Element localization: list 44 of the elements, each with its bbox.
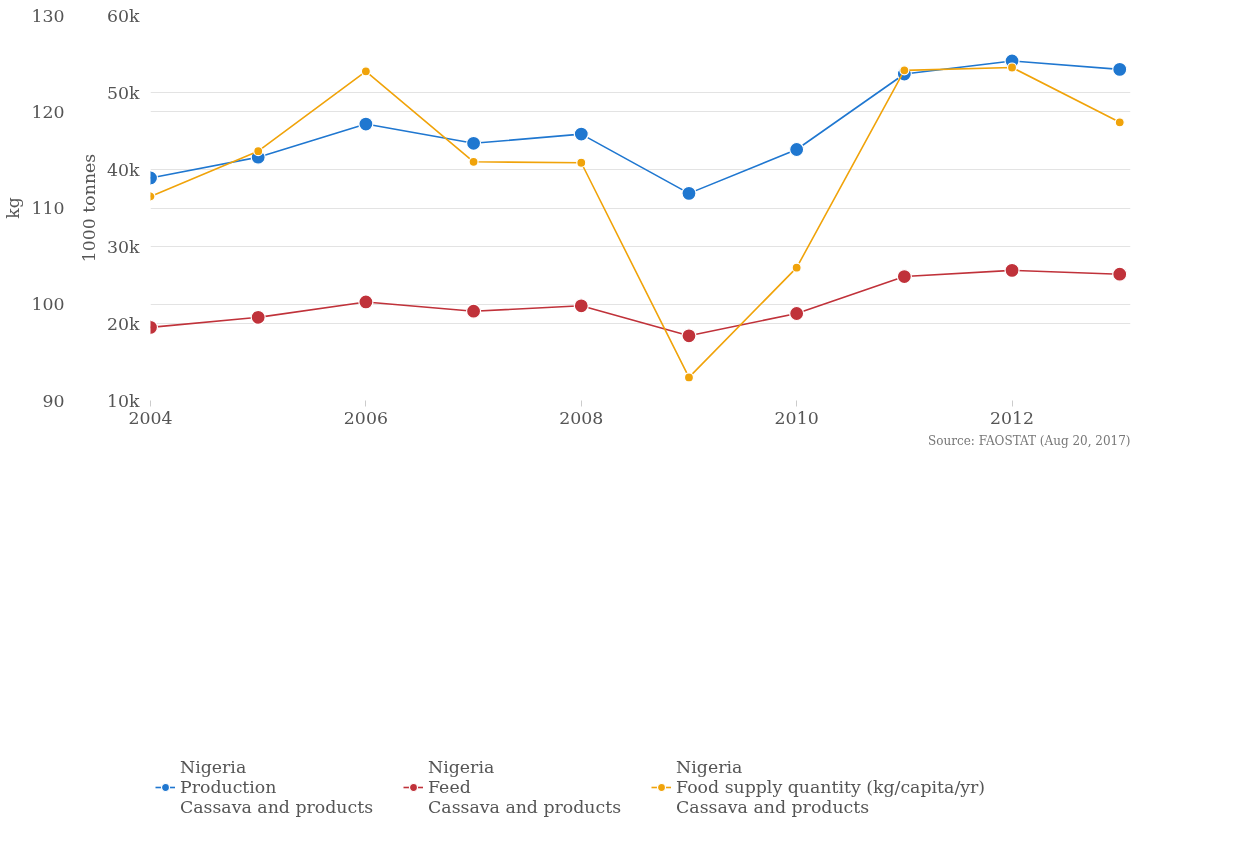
point [899,65,910,76]
point [360,66,371,77]
x-tick-label: 2008 [559,407,604,428]
legend-label: Nigeria Food supply quantity (kg/capita/yr) Cassava and products [676,757,986,817]
point [1112,61,1128,77]
x-tick-label: 2006 [343,407,388,428]
y2-axis-title: kg [3,197,24,219]
point [896,268,912,285]
point [1112,266,1128,282]
point [791,262,802,273]
point [1004,262,1020,278]
y2-tick-label: 90 [42,390,65,411]
y2-tick-label: 110 [31,198,65,218]
point [358,116,374,132]
y2-tick-label: 100 [31,294,65,315]
point [253,146,264,157]
point [1114,117,1125,128]
y2-tick-label: 130 [31,5,65,26]
point [250,309,266,325]
y-axis-title: 1000 tonnes [78,153,99,263]
y-tick-label: 50k [106,82,140,103]
point [789,305,805,322]
point [681,328,697,344]
point [573,126,589,142]
point [789,141,805,158]
point [468,156,479,167]
point [576,157,587,168]
point [573,298,589,314]
x-tick-label: 2012 [989,407,1035,428]
y-tick-label: 20k [106,313,140,334]
point [681,185,697,201]
y-tick-label: 30k [106,236,140,257]
y-tick-label: 60k [106,5,140,26]
y2-tick-label: 120 [31,101,65,122]
legend-label: Nigeria Production Cassava and products [180,757,374,817]
source-note: Source: FAOSTAT (Aug 20, 2017) [928,433,1131,448]
x-tick-label: 2010 [774,407,819,428]
point [1006,62,1018,73]
y-tick-label: 40k [106,159,140,180]
point [358,294,374,310]
legend-label: Nigeria Feed Cassava and products [428,757,622,817]
point [465,135,482,151]
point [465,303,482,319]
point [683,372,695,383]
